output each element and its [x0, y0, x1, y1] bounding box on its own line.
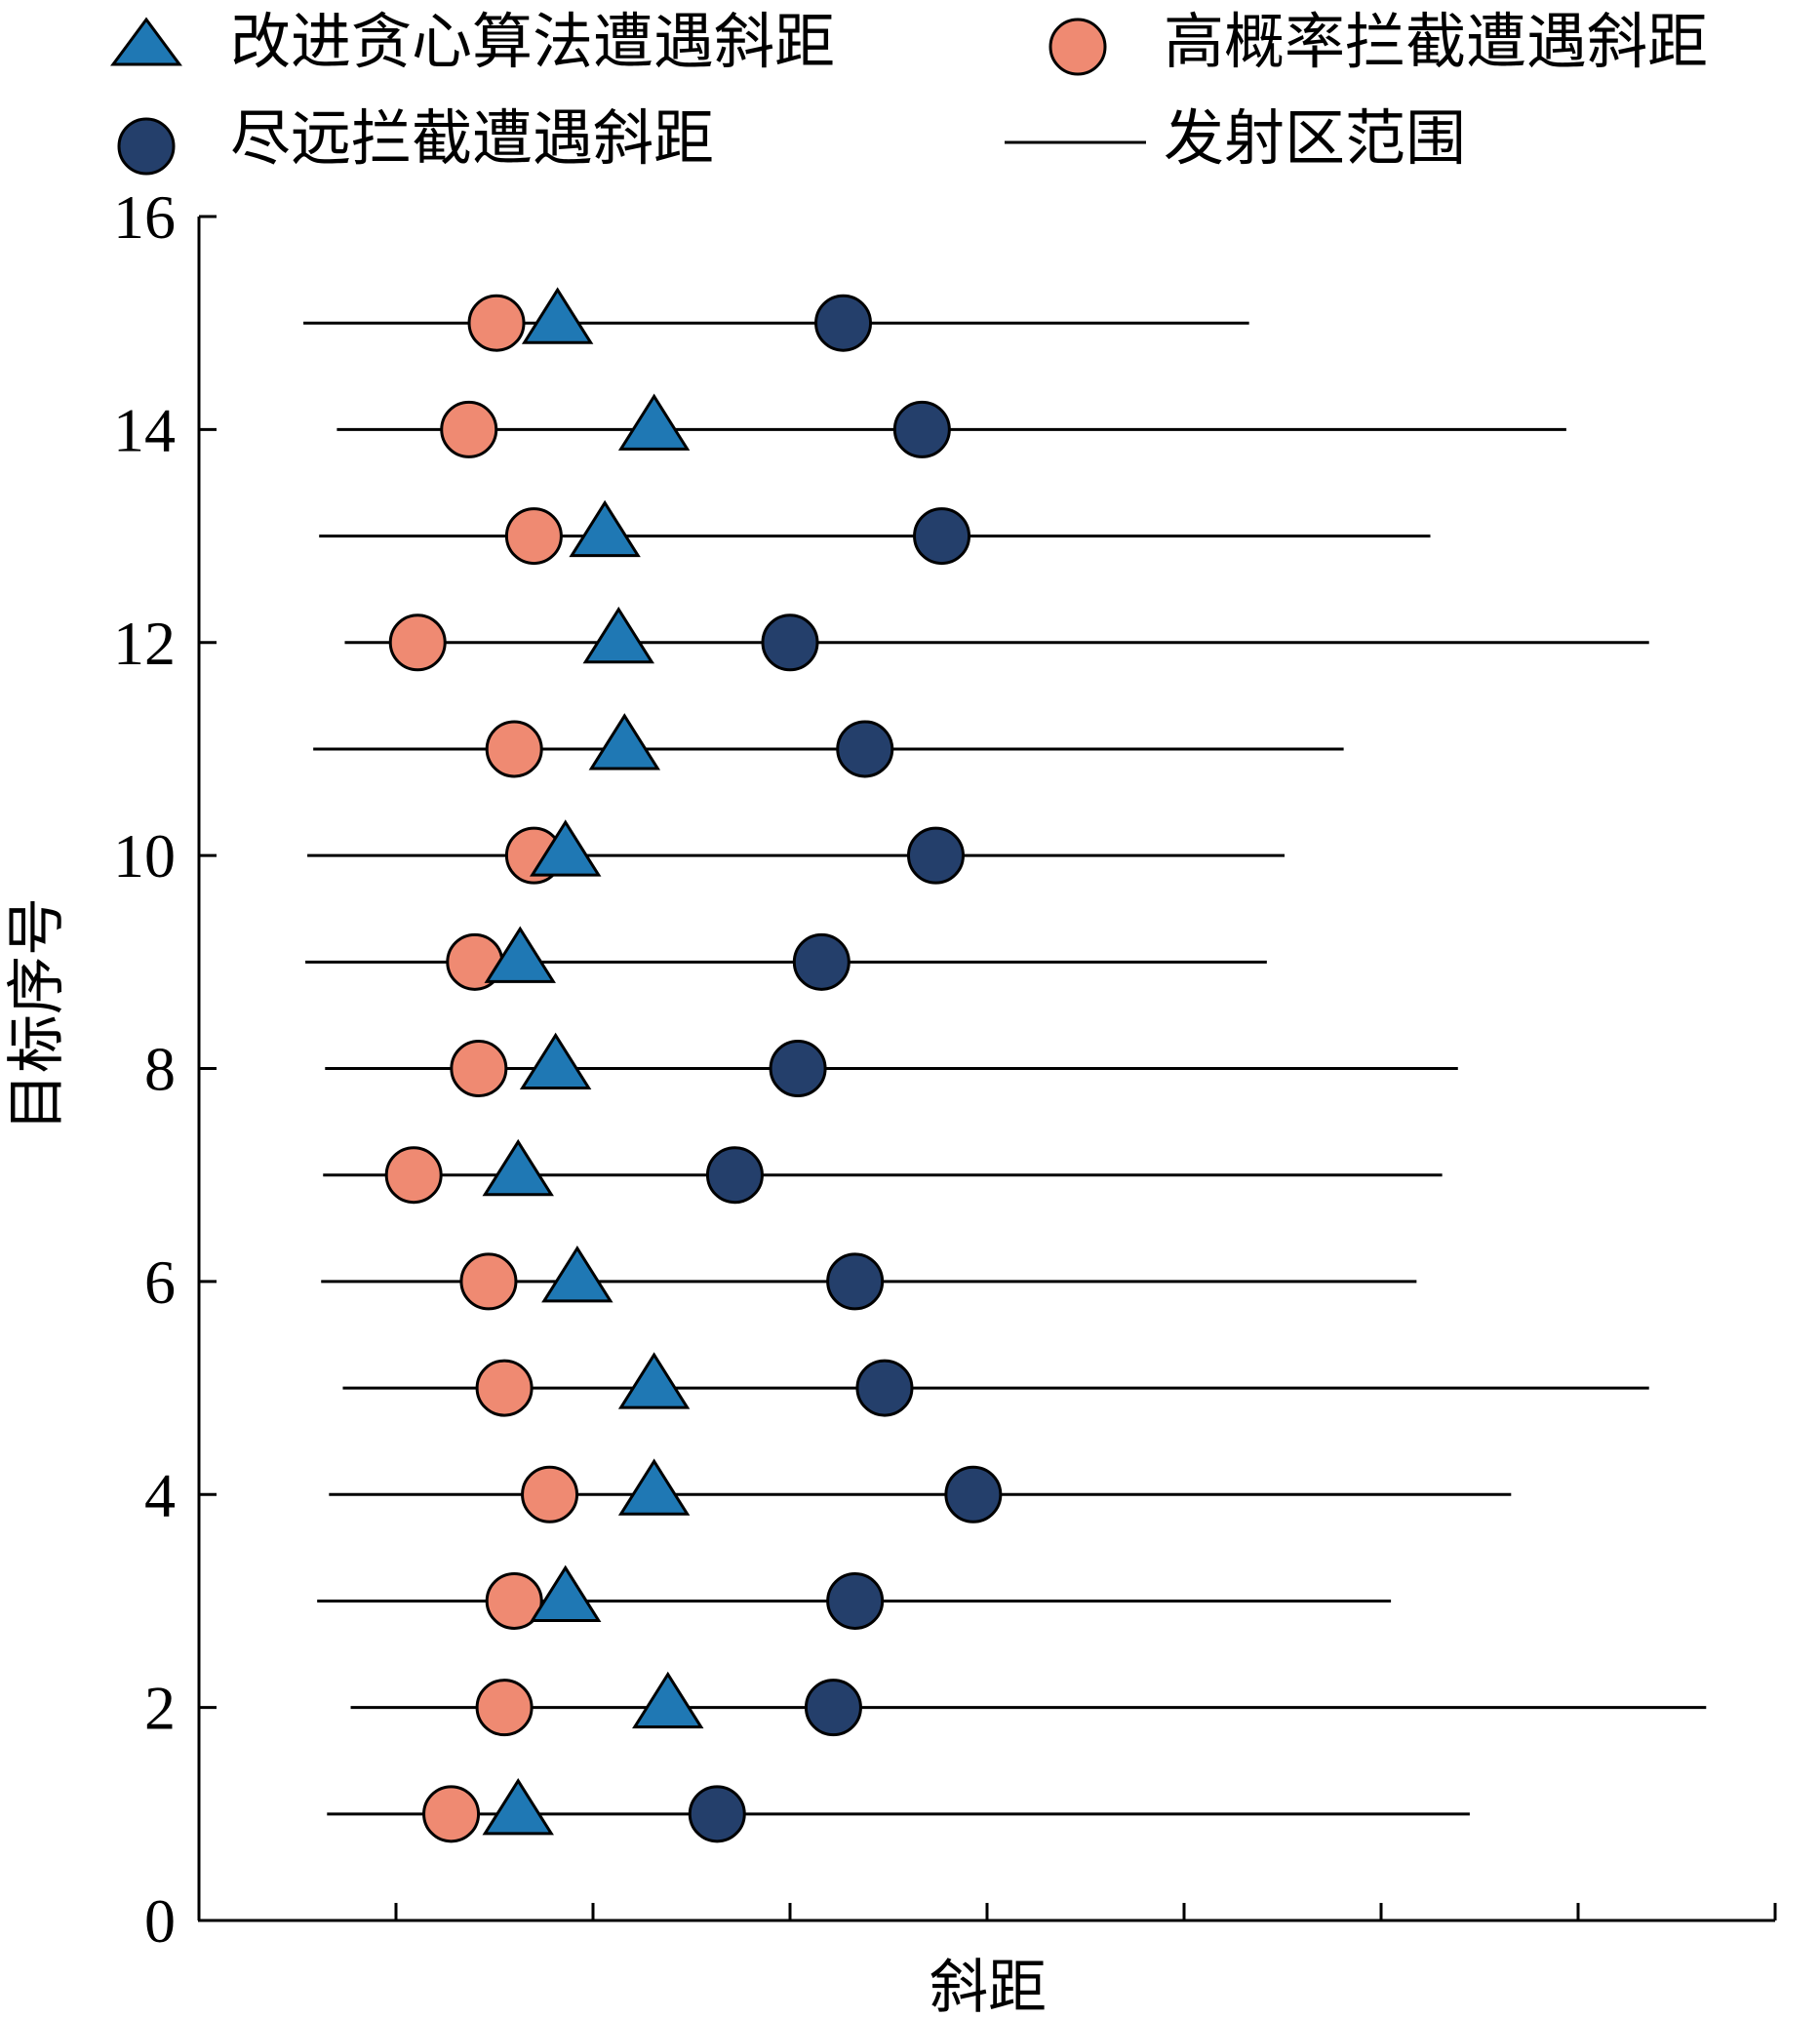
point-improved-target-10	[530, 819, 602, 877]
legend: 改进贪心算法遭遇斜距 高概率拦截遭遇斜距 尽远拦截遭遇斜距 发射区范围	[110, 6, 1708, 176]
point-improved-target-3	[530, 1564, 602, 1622]
point-high-prob-target-8	[450, 1040, 508, 1097]
legend-marker-far	[117, 117, 176, 176]
point-high-prob-target-2	[475, 1679, 534, 1737]
legend-label-far: 尽远拦截遭遇斜距	[230, 102, 714, 174]
y-tick-label: 0	[144, 1886, 176, 1956]
point-far-target-13	[913, 507, 971, 566]
point-far-target-10	[906, 826, 965, 885]
point-far-target-15	[814, 294, 873, 352]
point-high-prob-target-7	[384, 1146, 443, 1205]
point-improved-target-12	[582, 606, 654, 664]
y-tick-label: 10	[113, 821, 176, 890]
x-axis-title: 斜距	[930, 1954, 1047, 2018]
legend-label-range: 发射区范围	[1164, 102, 1466, 174]
point-far-target-3	[826, 1571, 885, 1630]
y-tick-label: 2	[144, 1674, 176, 1743]
legend-label-improved: 改进贪心算法遭遇斜距	[230, 6, 835, 77]
point-improved-target-4	[617, 1458, 691, 1516]
point-high-prob-target-5	[475, 1359, 534, 1417]
point-far-target-14	[892, 400, 951, 458]
point-far-target-1	[688, 1785, 746, 1843]
y-tick-label: 8	[144, 1035, 176, 1104]
point-far-target-2	[804, 1679, 862, 1737]
y-tick-label: 12	[113, 609, 176, 678]
point-improved-target-7	[482, 1138, 554, 1197]
point-improved-target-15	[521, 287, 594, 344]
axes: 0 2 4 6 8 10 12 14 16 目标序号 斜距	[3, 182, 1777, 2018]
point-high-prob-target-1	[422, 1785, 481, 1843]
y-tick-label: 14	[113, 395, 176, 464]
y-tick-label: 6	[144, 1247, 176, 1317]
y-tick-label: 16	[113, 182, 176, 252]
legend-label-high-prob: 高概率拦截遭遇斜距	[1164, 6, 1708, 77]
series-markers	[384, 287, 1003, 1843]
point-improved-target-9	[484, 926, 556, 983]
point-high-prob-target-14	[440, 400, 498, 458]
point-far-target-4	[944, 1465, 1003, 1523]
legend-marker-high-prob	[1048, 18, 1107, 76]
point-improved-target-13	[569, 499, 641, 558]
point-high-prob-target-15	[467, 294, 526, 352]
y-tick-label: 4	[144, 1460, 176, 1529]
point-far-target-9	[792, 932, 851, 991]
point-far-target-8	[769, 1040, 827, 1097]
point-improved-target-1	[482, 1777, 554, 1836]
point-improved-target-5	[617, 1352, 691, 1409]
point-high-prob-target-3	[485, 1571, 543, 1630]
y-axis-title: 目标序号	[3, 897, 71, 1131]
point-far-target-5	[855, 1359, 914, 1417]
point-far-target-12	[761, 613, 819, 672]
point-far-target-11	[836, 720, 894, 778]
point-high-prob-target-12	[388, 613, 447, 672]
point-improved-target-11	[588, 713, 661, 771]
point-far-target-7	[705, 1146, 764, 1205]
point-improved-target-6	[541, 1246, 613, 1303]
point-high-prob-target-11	[485, 720, 543, 778]
point-high-prob-target-13	[504, 507, 563, 566]
point-high-prob-target-4	[521, 1465, 579, 1523]
legend-marker-improved	[110, 17, 182, 66]
point-far-target-6	[826, 1252, 885, 1311]
point-high-prob-target-6	[459, 1252, 518, 1311]
point-improved-target-2	[632, 1671, 704, 1729]
point-improved-target-8	[519, 1032, 592, 1089]
point-improved-target-14	[617, 393, 691, 451]
